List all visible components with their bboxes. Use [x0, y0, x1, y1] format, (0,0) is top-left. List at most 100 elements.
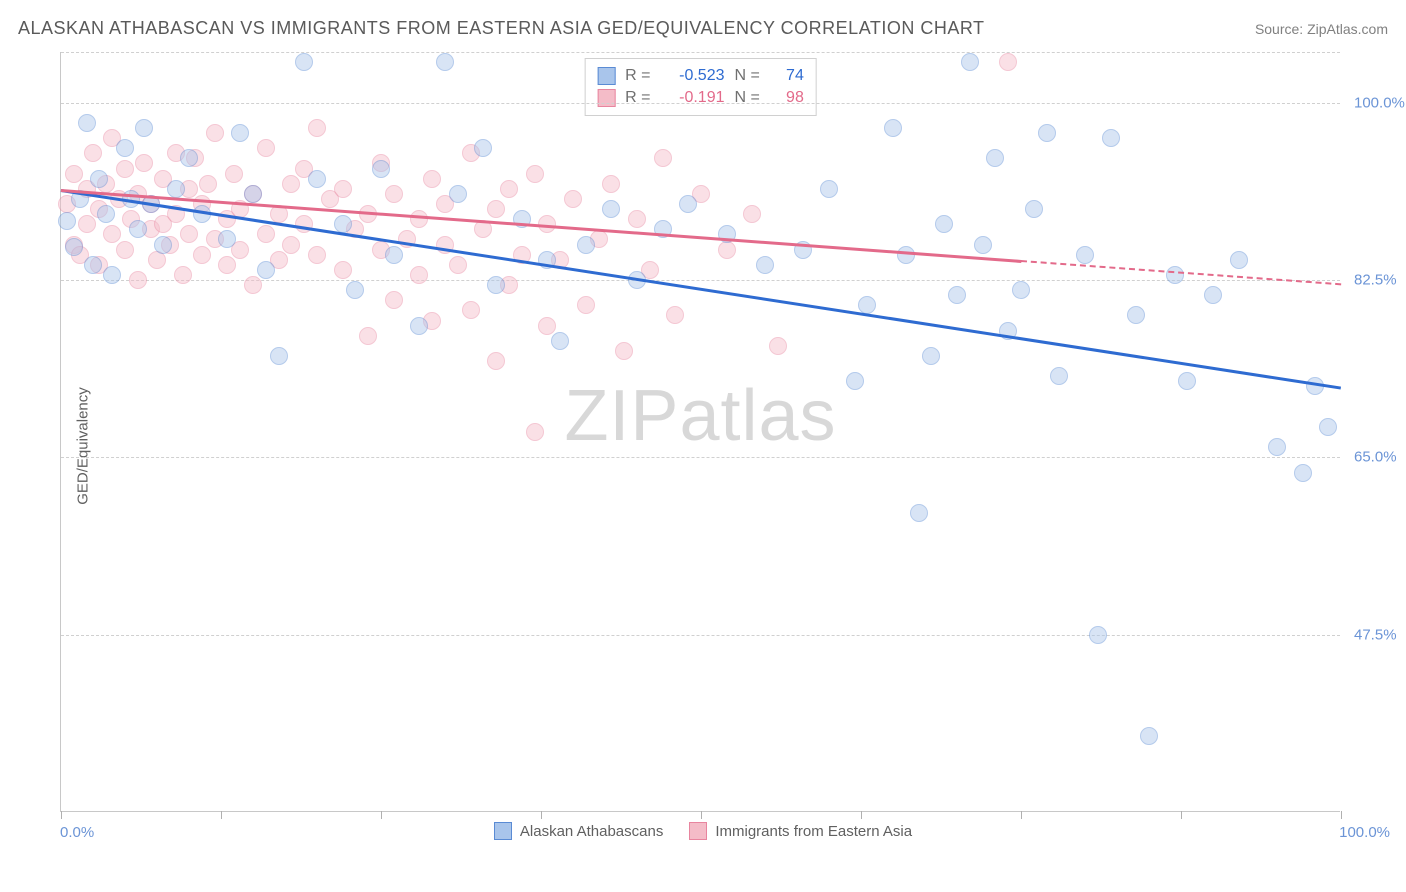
- source-attribution: Source: ZipAtlas.com: [1255, 21, 1388, 37]
- gridline: [61, 457, 1340, 458]
- scatter-point-pink: [282, 175, 300, 193]
- gridline: [61, 52, 1340, 53]
- scatter-point-blue: [1230, 251, 1248, 269]
- scatter-point-blue: [1076, 246, 1094, 264]
- scatter-point-blue: [372, 160, 390, 178]
- scatter-point-blue: [948, 286, 966, 304]
- y-tick-label: 65.0%: [1354, 449, 1397, 466]
- scatter-point-blue: [270, 347, 288, 365]
- scatter-point-pink: [526, 165, 544, 183]
- scatter-point-pink: [602, 175, 620, 193]
- scatter-point-pink: [423, 170, 441, 188]
- scatter-point-pink: [84, 144, 102, 162]
- scatter-point-pink: [78, 215, 96, 233]
- watermark: ZIPatlas: [564, 375, 836, 457]
- scatter-point-pink: [116, 160, 134, 178]
- scatter-point-blue: [449, 185, 467, 203]
- scatter-point-pink: [257, 225, 275, 243]
- scatter-point-blue: [385, 246, 403, 264]
- correlation-stats-box: R = -0.523 N = 74 R = -0.191 N = 98: [584, 58, 817, 116]
- scatter-point-blue: [910, 504, 928, 522]
- scatter-point-blue: [154, 236, 172, 254]
- scatter-point-pink: [359, 327, 377, 345]
- scatter-point-blue: [1038, 124, 1056, 142]
- chart-title: ALASKAN ATHABASCAN VS IMMIGRANTS FROM EA…: [18, 18, 985, 39]
- stats-row-blue: R = -0.523 N = 74: [597, 65, 804, 87]
- scatter-point-pink: [103, 225, 121, 243]
- scatter-point-pink: [385, 291, 403, 309]
- scatter-point-pink: [666, 306, 684, 324]
- scatter-point-pink: [308, 246, 326, 264]
- scatter-point-pink: [308, 119, 326, 137]
- scatter-point-blue: [1102, 129, 1120, 147]
- r-value-pink: -0.191: [661, 89, 725, 107]
- scatter-point-pink: [174, 266, 192, 284]
- r-label: R =: [625, 89, 650, 107]
- scatter-point-pink: [334, 180, 352, 198]
- scatter-point-pink: [615, 342, 633, 360]
- scatter-point-blue: [577, 236, 595, 254]
- r-label: R =: [625, 67, 650, 85]
- scatter-point-pink: [462, 301, 480, 319]
- scatter-point-pink: [218, 256, 236, 274]
- gridline: [61, 635, 1340, 636]
- scatter-point-pink: [999, 53, 1017, 71]
- scatter-point-blue: [961, 53, 979, 71]
- scatter-point-blue: [1294, 464, 1312, 482]
- scatter-point-blue: [884, 119, 902, 137]
- scatter-point-blue: [295, 53, 313, 71]
- scatter-point-blue: [551, 332, 569, 350]
- scatter-point-blue: [218, 230, 236, 248]
- scatter-point-blue: [180, 149, 198, 167]
- x-tick: [701, 811, 702, 819]
- x-tick: [1181, 811, 1182, 819]
- scatter-point-blue: [65, 238, 83, 256]
- legend-item-blue: Alaskan Athabascans: [494, 822, 663, 840]
- scatter-point-pink: [282, 236, 300, 254]
- scatter-point-blue: [1268, 438, 1286, 456]
- scatter-point-blue: [1012, 281, 1030, 299]
- scatter-point-blue: [1204, 286, 1222, 304]
- legend-label-pink: Immigrants from Eastern Asia: [715, 823, 912, 840]
- swatch-pink-icon: [597, 89, 615, 107]
- scatter-point-blue: [78, 114, 96, 132]
- scatter-point-blue: [103, 266, 121, 284]
- x-tick: [61, 811, 62, 819]
- legend-label-blue: Alaskan Athabascans: [520, 823, 663, 840]
- scatter-point-pink: [769, 337, 787, 355]
- legend: Alaskan Athabascans Immigrants from East…: [0, 822, 1406, 840]
- x-tick: [541, 811, 542, 819]
- scatter-point-pink: [199, 175, 217, 193]
- n-label: N =: [735, 89, 760, 107]
- scatter-point-blue: [308, 170, 326, 188]
- scatter-point-blue: [487, 276, 505, 294]
- scatter-point-pink: [65, 165, 83, 183]
- scatter-point-blue: [167, 180, 185, 198]
- scatter-point-blue: [346, 281, 364, 299]
- scatter-point-blue: [84, 256, 102, 274]
- scatter-point-blue: [1166, 266, 1184, 284]
- scatter-point-blue: [436, 53, 454, 71]
- scatter-point-blue: [602, 200, 620, 218]
- scatter-point-pink: [564, 190, 582, 208]
- scatter-point-pink: [206, 124, 224, 142]
- swatch-blue-icon: [494, 822, 512, 840]
- y-tick-label: 82.5%: [1354, 272, 1397, 289]
- scatter-point-blue: [135, 119, 153, 137]
- swatch-pink-icon: [689, 822, 707, 840]
- scatter-point-blue: [1319, 418, 1337, 436]
- scatter-point-blue: [679, 195, 697, 213]
- scatter-point-blue: [1127, 306, 1145, 324]
- scatter-point-blue: [1089, 626, 1107, 644]
- scatter-point-pink: [193, 246, 211, 264]
- scatter-point-blue: [97, 205, 115, 223]
- scatter-point-blue: [474, 139, 492, 157]
- x-tick: [1021, 811, 1022, 819]
- scatter-point-pink: [135, 154, 153, 172]
- scatter-point-pink: [743, 205, 761, 223]
- scatter-point-blue: [116, 139, 134, 157]
- scatter-point-pink: [410, 210, 428, 228]
- scatter-point-pink: [385, 185, 403, 203]
- legend-item-pink: Immigrants from Eastern Asia: [689, 822, 912, 840]
- x-tick: [381, 811, 382, 819]
